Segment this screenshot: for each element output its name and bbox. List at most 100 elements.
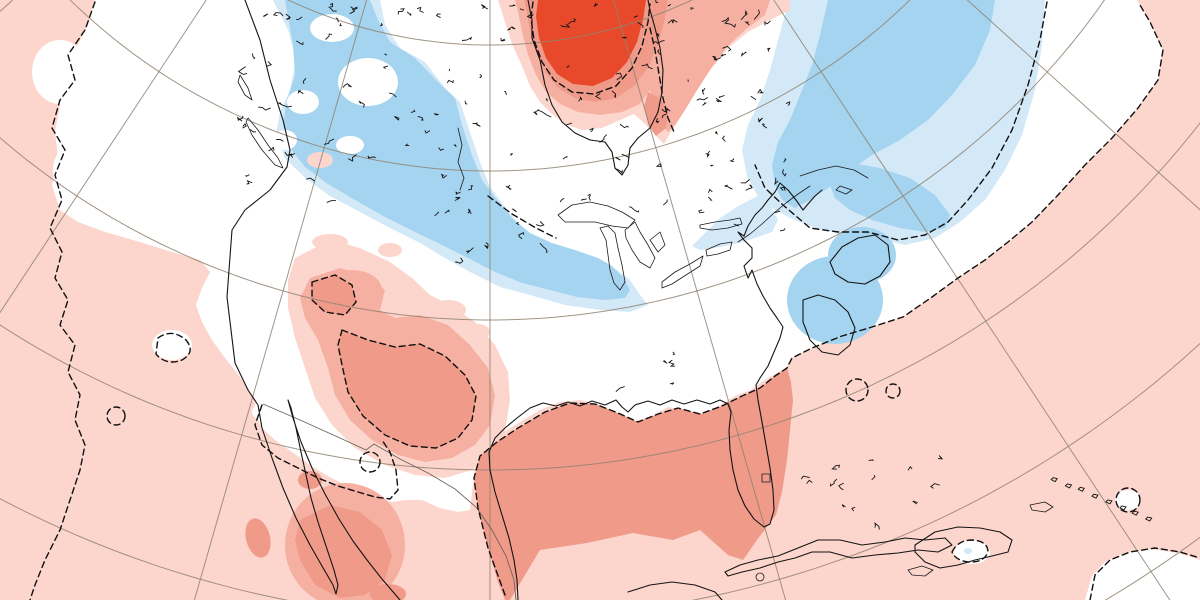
coast-lake-okeechobee [761,473,771,483]
small-lake-squiggle [410,109,416,113]
small-lake-squiggle [672,351,676,356]
neutral-patch-puerto-rico [1115,490,1141,510]
small-lake-squiggle [444,209,450,214]
coast-isle-of-youth [755,572,765,582]
small-lake-squiggle [774,210,781,214]
graticule-meridian [612,0,787,600]
small-lake-squiggle [655,118,660,124]
small-lake-squiggle [744,21,750,26]
small-lake-squiggle [506,26,516,31]
cold-medium-newfoundland [828,227,896,283]
small-lake-squiggle [708,188,713,193]
small-lake-squiggle [566,122,573,126]
warm-core-offshore-baja [245,518,271,558]
small-lake-squiggle [831,464,840,470]
neutral-patch-baja [252,404,272,420]
coast-anticosti [835,185,853,195]
small-lake-squiggle [830,478,838,487]
small-lake-squiggle [702,102,707,106]
small-lake-squiggle [519,8,525,11]
small-lake-squiggle [698,209,705,214]
small-lake-squiggle [663,199,668,206]
small-lake-squiggle [599,134,608,143]
small-lake-squiggle [669,382,675,385]
coast-newfoundland [829,234,891,285]
contour-pacific-patch [155,332,191,363]
coastline-layer [226,0,1054,600]
warm-spot-1 [312,234,348,250]
small-lake-squiggle [722,45,732,52]
small-lake-squiggle [384,53,387,56]
antilles-island [1105,499,1113,505]
small-lake-squiggle [740,51,747,57]
small-lake-squiggle [504,91,507,95]
small-lake-squiggle [619,123,629,129]
neutral-hole-blue-5 [423,15,451,35]
neutral-hole-blue-4 [273,130,297,150]
small-lake-squiggle [764,20,771,26]
cold-medium-atlantic-band [828,160,950,232]
small-lake-squiggle [615,72,623,81]
small-lake-squiggle [435,13,441,19]
small-lake-squiggle [268,146,275,152]
small-lake-squiggle [389,92,397,98]
contour-layer [29,1,1200,600]
small-lake-squiggle [633,15,638,18]
small-lake-squiggle [785,101,791,106]
antilles-island [1064,483,1073,489]
small-lake-squiggle [358,100,365,108]
antilles-island [1091,493,1099,499]
small-lake-squiggle [721,135,726,142]
small-lake-squiggle [757,88,764,94]
small-lake-squiggle [455,257,464,264]
coast-lake-winnipeg [457,127,465,191]
warm-core-southwest [338,330,476,448]
coast-lake-superior [557,201,636,229]
neutral-hole-blue-6 [336,136,364,154]
small-lake-squiggle [740,179,750,184]
small-lake-squiggle [438,147,445,151]
antilles-island [1050,477,1058,483]
graticule-parallel [0,0,1106,321]
small-lake-squiggle [589,127,594,133]
warm-spot-2 [378,243,402,257]
cold-medium-quebec [772,0,995,208]
small-lake-squiggle [567,18,576,25]
small-lake-squiggle [779,186,786,192]
small-lake-squiggle [296,40,304,45]
small-lake-squiggle [511,208,517,213]
small-lake-squiggle [690,7,694,10]
small-lake-squiggle [479,73,483,79]
neutral-patch-pacific-2 [53,144,97,196]
coast-haida-gwaii [237,74,253,101]
small-lake-squiggle [535,220,545,227]
small-lake-squiggle [710,164,714,167]
coast-yucatan [627,581,723,600]
contour-circle-southwest [106,406,126,426]
small-lake-squiggle [701,87,706,95]
contour-pacific [29,1,96,600]
small-lake-squiggle [455,191,461,195]
small-lake-squiggle [237,66,248,75]
warm-core-south [474,368,793,600]
warm-spot-3 [430,300,466,320]
small-lake-squiggle [416,6,424,13]
small-lake-squiggle [350,6,358,10]
contour-circle-puerto-rico [1115,487,1141,513]
small-lake-squiggle [404,143,410,147]
small-lake-squiggle [667,19,678,24]
coast-puerto-rico [1029,501,1054,513]
small-lake-squiggle [379,23,384,27]
small-lake-squiggle [533,109,540,116]
small-lake-squiggle [629,206,640,213]
antilles-island [1119,505,1127,511]
coast-cuba [724,537,953,577]
small-lake-squiggle [783,158,787,163]
coast-lake-huron [624,221,656,269]
warm-core-southwest-n [312,275,356,315]
small-lake-squiggle [289,153,295,157]
small-lake-squiggle [326,200,336,203]
small-lake-squiggle [766,47,771,52]
small-lake-squiggle [656,48,661,56]
